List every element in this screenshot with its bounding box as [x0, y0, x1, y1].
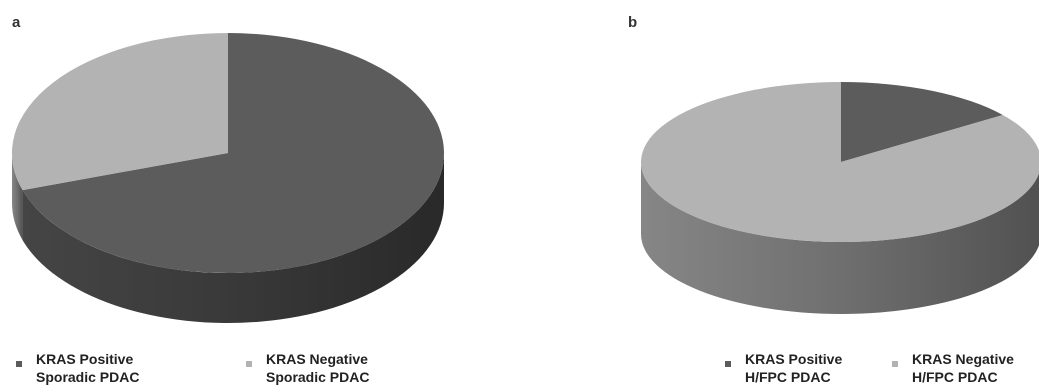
panel-label: b — [628, 14, 638, 31]
legend-label: KRAS Negative H/FPC PDAC — [912, 351, 1014, 385]
legend-item: KRAS Positive Sporadic PDAC — [16, 350, 139, 386]
legend-label: KRAS Positive H/FPC PDAC — [745, 351, 843, 385]
legend-swatch — [892, 361, 898, 367]
legend-item: KRAS Negative Sporadic PDAC — [246, 350, 369, 386]
legend-item: KRAS Negative H/FPC PDAC — [892, 350, 1014, 386]
legend-swatch — [246, 361, 252, 367]
pie-chart — [641, 82, 1039, 314]
pie-slice — [11, 33, 229, 191]
legend-label: KRAS Positive Sporadic PDAC — [36, 351, 140, 385]
legend-label: KRAS Negative Sporadic PDAC — [266, 351, 370, 385]
chart-panel-a: a KRAS Positive Sporadic PDAC KRAS Negat… — [11, 14, 445, 386]
legend-swatch — [16, 361, 22, 367]
panel-label: a — [12, 14, 21, 31]
pie-slice — [22, 33, 445, 274]
pie-chart — [11, 33, 445, 323]
legend-item: KRAS Positive H/FPC PDAC — [725, 350, 842, 386]
legend-swatch — [725, 361, 731, 367]
pie-slice — [641, 82, 1039, 242]
pie-side-wall — [641, 162, 1039, 314]
pie-side-wall — [12, 153, 23, 241]
pie-side-wall — [22, 153, 445, 323]
pie-slice — [841, 82, 1003, 162]
chart-panel-b: b KRAS Positive H/FPC PDAC KRAS Negative… — [520, 0, 1039, 392]
